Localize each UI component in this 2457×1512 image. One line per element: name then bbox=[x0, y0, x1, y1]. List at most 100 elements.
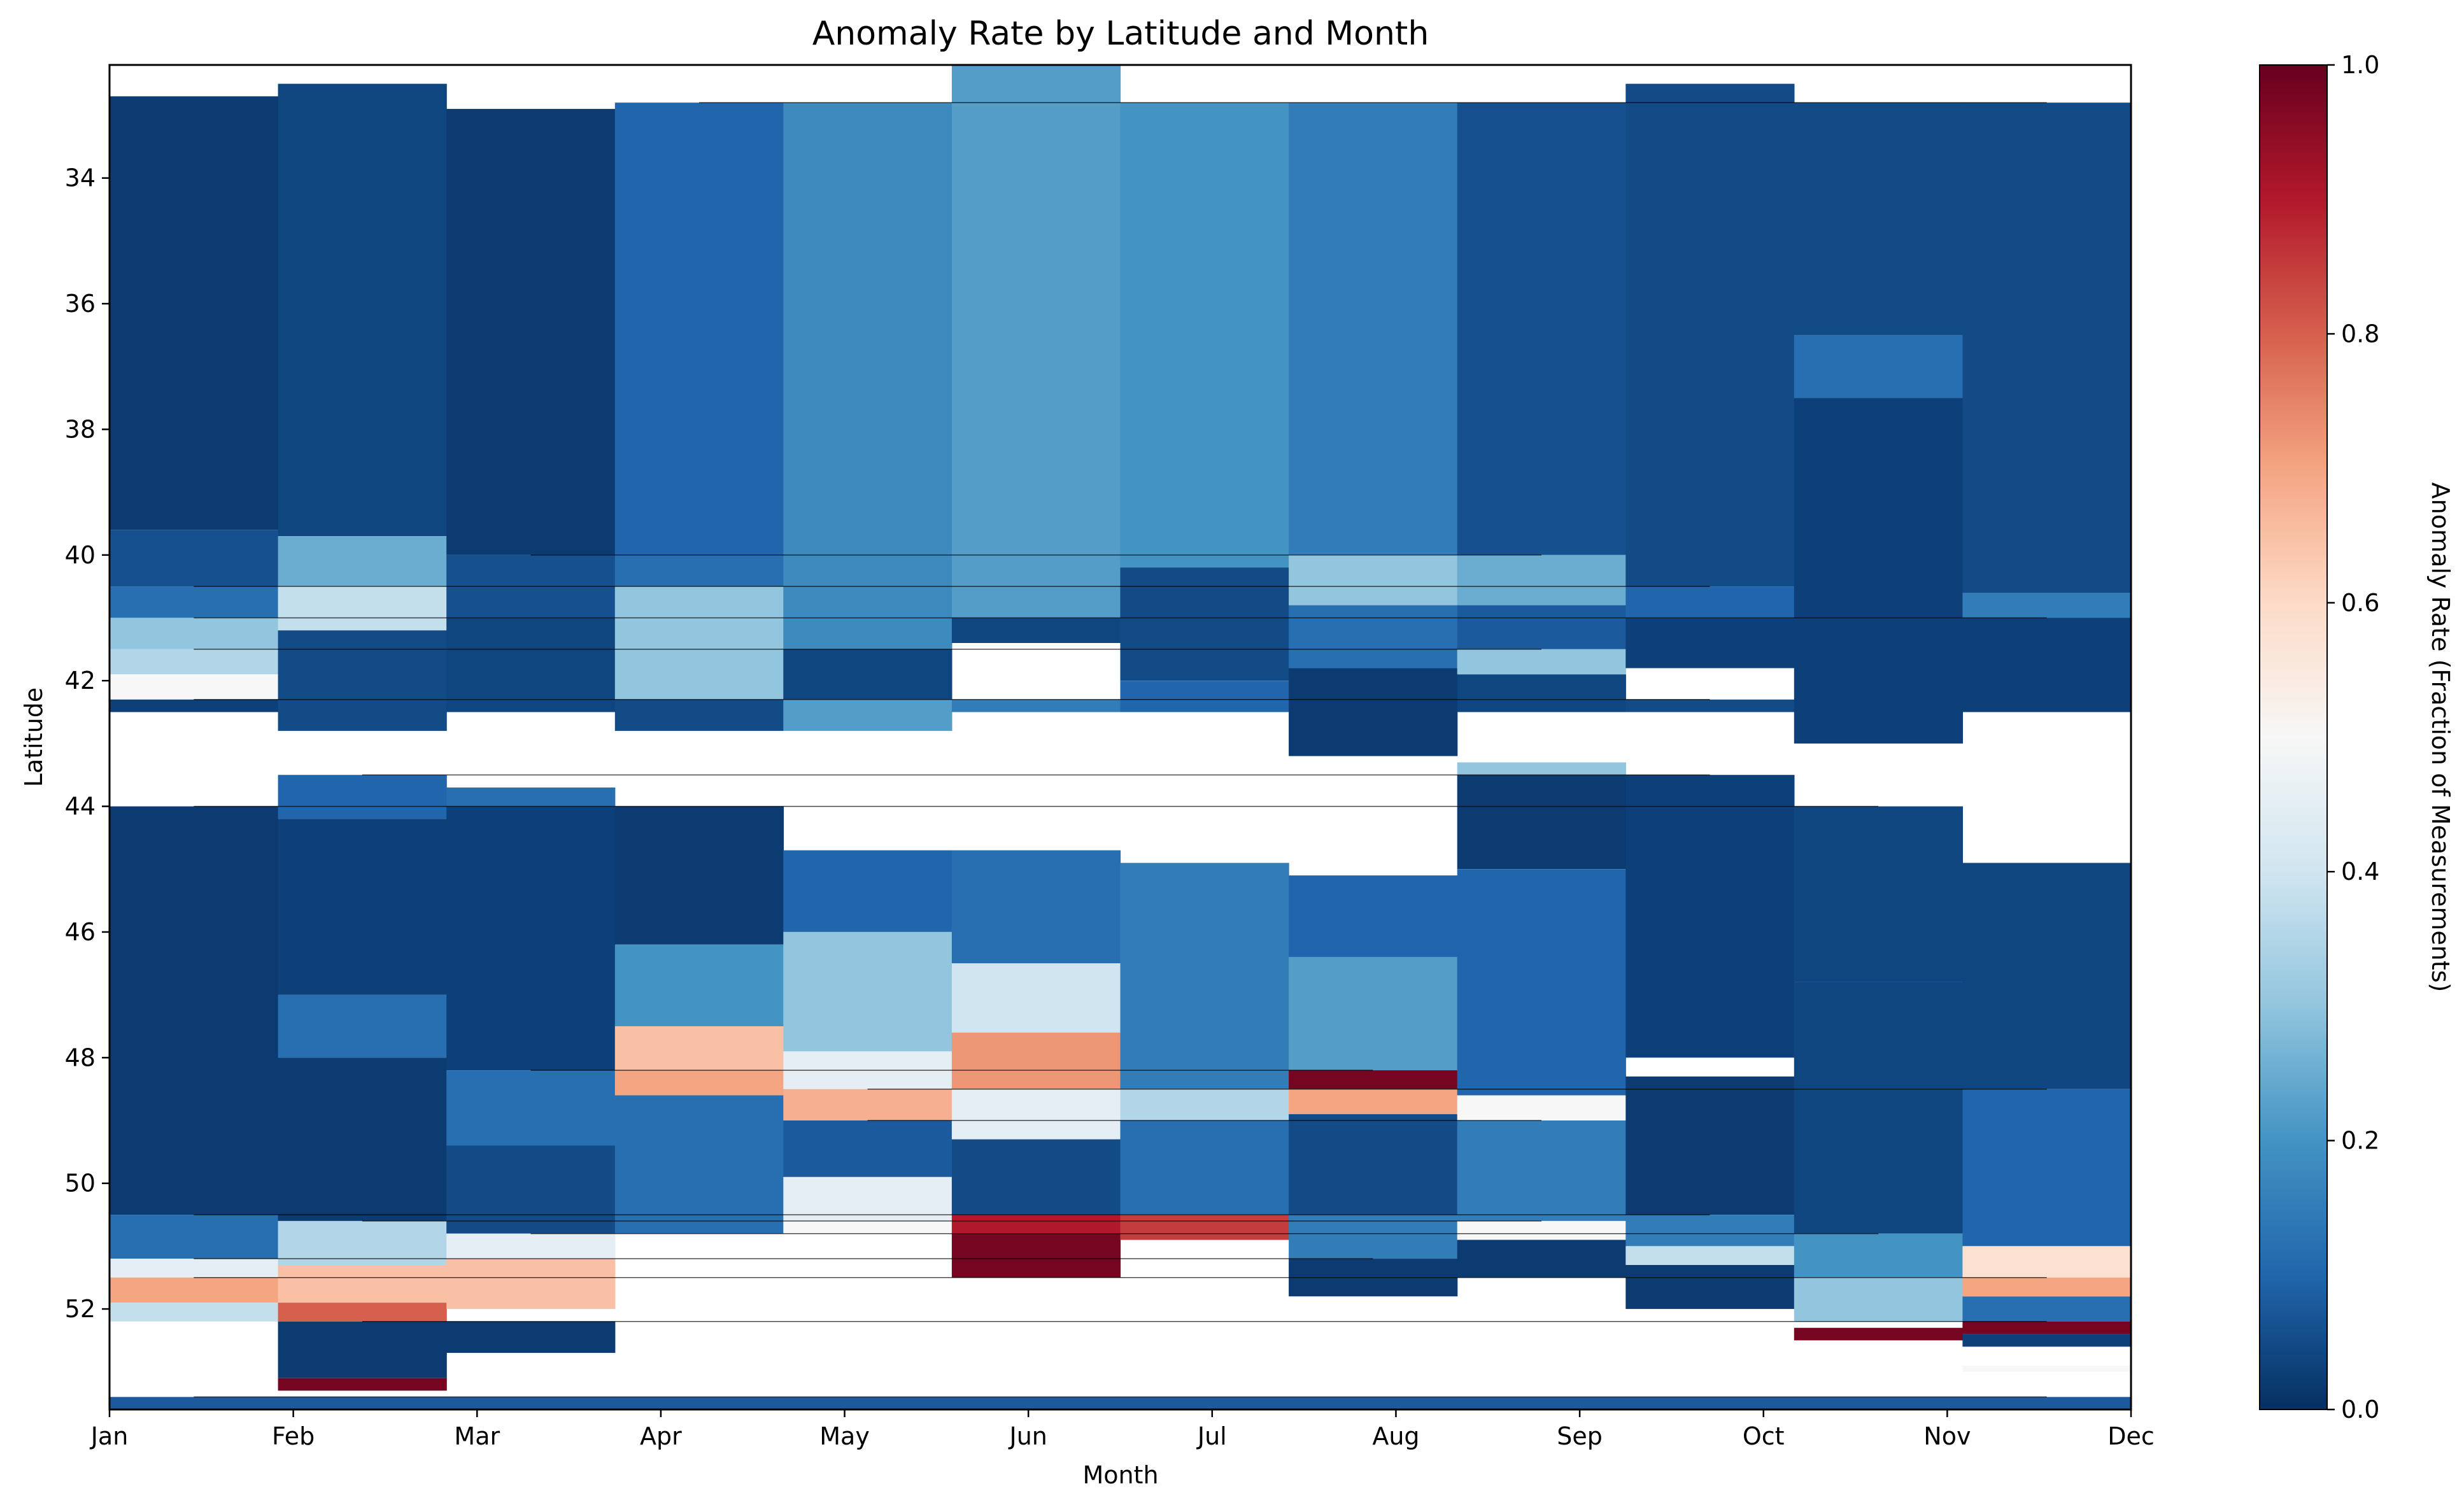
heatmap-cell bbox=[446, 1070, 616, 1146]
heatmap-cell bbox=[1962, 618, 2132, 712]
heatmap-cell bbox=[1120, 681, 1289, 712]
heatmap-cell bbox=[1962, 1246, 2132, 1278]
y-tick-label: 46 bbox=[65, 918, 96, 946]
heatmap-cell bbox=[1625, 775, 1795, 1058]
heatmap-cell bbox=[278, 1057, 447, 1221]
chart-title: Anomaly Rate by Latitude and Month bbox=[812, 15, 1429, 53]
heatmap-cell bbox=[951, 1215, 1121, 1234]
heatmap-cell bbox=[1120, 1215, 1289, 1240]
heatmap-cell bbox=[1794, 982, 1963, 1234]
x-tick-label: Jun bbox=[1008, 1422, 1047, 1450]
contour-lines bbox=[194, 102, 2047, 1398]
heatmap-cell bbox=[1625, 1246, 1795, 1265]
heatmap-cell bbox=[1794, 1397, 1963, 1410]
x-tick-label: Dec bbox=[2107, 1422, 2155, 1450]
heatmap-cell bbox=[614, 1095, 784, 1234]
heatmap-cell bbox=[1794, 398, 1963, 744]
y-tick-label: 44 bbox=[65, 793, 96, 821]
heatmap-cell bbox=[1457, 1095, 1626, 1120]
heatmap-cell bbox=[1794, 102, 1963, 336]
heatmap-cell bbox=[783, 699, 952, 731]
heatmap-cell bbox=[951, 1139, 1121, 1215]
heatmap-cell bbox=[951, 699, 1121, 712]
heatmap-cell bbox=[1289, 1070, 1458, 1089]
heatmap-cell bbox=[614, 944, 784, 1026]
heatmap-cell bbox=[951, 963, 1121, 1033]
heatmap-cell bbox=[110, 649, 279, 675]
colorbar-label: Anomaly Rate (Fraction of Measurements) bbox=[2426, 483, 2454, 993]
heatmap-cell bbox=[1120, 1089, 1289, 1120]
colorbar-tick-label: 0.2 bbox=[2341, 1127, 2379, 1155]
heatmap-cell bbox=[783, 1397, 952, 1410]
heatmap-cell bbox=[1794, 1327, 1963, 1341]
heatmap-cell bbox=[1289, 957, 1458, 1070]
heatmap-cell bbox=[1962, 1334, 2132, 1347]
heatmap-cell bbox=[1289, 605, 1458, 668]
heatmap-cell bbox=[1457, 1240, 1626, 1278]
y-tick-label: 40 bbox=[65, 541, 96, 569]
colorbar-ticks: 0.0 0.2 0.4 0.6 0.8 1.0 bbox=[2327, 51, 2379, 1424]
y-tick-label: 50 bbox=[65, 1169, 96, 1198]
heatmap-cell bbox=[951, 65, 1121, 618]
heatmap-cell bbox=[1120, 863, 1289, 1089]
heatmap-cell bbox=[446, 806, 616, 1071]
heatmap-cell bbox=[614, 1397, 784, 1410]
heatmap-cell bbox=[278, 1220, 447, 1265]
heatmap-cell bbox=[110, 530, 279, 587]
heatmap-cell bbox=[614, 699, 784, 731]
heatmap-cell bbox=[1962, 1277, 2132, 1297]
heatmap-cell bbox=[1120, 1120, 1289, 1215]
heatmap-cell bbox=[1625, 586, 1795, 618]
colorbar bbox=[2259, 64, 2328, 1410]
x-tick-label: Mar bbox=[454, 1422, 500, 1450]
heatmap-cell bbox=[1457, 762, 1626, 775]
heatmap-cell bbox=[1289, 668, 1458, 756]
heatmap-cell bbox=[614, 102, 784, 555]
heatmap-cell bbox=[1289, 1397, 1458, 1410]
heatmap-cell bbox=[1962, 863, 2132, 1089]
heatmap-cell bbox=[278, 1265, 447, 1303]
heatmap-cell bbox=[1457, 649, 1626, 675]
heatmap-cell bbox=[110, 1215, 279, 1259]
heatmap-cell bbox=[446, 1397, 616, 1410]
heatmap-cell bbox=[278, 630, 447, 731]
heatmap-cell bbox=[110, 586, 279, 618]
heatmap-cell bbox=[1120, 1397, 1289, 1410]
heatmap-cell bbox=[783, 1120, 952, 1177]
heatmap-cell bbox=[110, 806, 279, 1215]
heatmap-cell bbox=[783, 931, 952, 1052]
heatmap-cell bbox=[1625, 618, 1795, 668]
heatmap-cell bbox=[951, 1233, 1121, 1278]
heatmap-cell bbox=[1289, 555, 1458, 605]
heatmap-cell bbox=[446, 618, 616, 712]
colorbar-tick-label: 0.0 bbox=[2341, 1395, 2379, 1424]
y-tick-label: 52 bbox=[65, 1295, 96, 1323]
colorbar-tick-label: 1.0 bbox=[2341, 51, 2379, 79]
heatmap-cell bbox=[446, 788, 616, 807]
heatmap-cell bbox=[278, 994, 447, 1058]
heatmap-cell bbox=[278, 586, 447, 631]
heatmap-cell bbox=[1962, 1089, 2132, 1247]
heatmap-cell bbox=[1625, 1265, 1795, 1310]
colorbar-tick-label: 0.6 bbox=[2341, 589, 2379, 617]
heatmap-cell bbox=[951, 1397, 1121, 1410]
heatmap-cell bbox=[614, 555, 784, 587]
heatmap-cell bbox=[783, 1176, 952, 1221]
heatmap-cell bbox=[783, 649, 952, 700]
heatmap-cell bbox=[1625, 1397, 1795, 1410]
heatmap-cell bbox=[1289, 875, 1458, 957]
heatmap-cell bbox=[1457, 674, 1626, 712]
heatmap-cell bbox=[446, 1145, 616, 1234]
heatmap-cell bbox=[278, 775, 447, 819]
y-tick-label: 38 bbox=[65, 415, 96, 443]
heatmap-cell bbox=[1457, 102, 1626, 555]
heatmap-cell bbox=[783, 1220, 952, 1234]
heatmap-cell bbox=[1962, 1296, 2132, 1322]
x-tick-label: Jul bbox=[1196, 1422, 1227, 1450]
y-axis: 34 36 38 40 42 44 46 48 50 52 bbox=[65, 164, 110, 1323]
x-tick-label: Nov bbox=[1923, 1422, 1971, 1450]
heatmap-cell bbox=[446, 1233, 616, 1259]
heatmap-cell bbox=[783, 1089, 952, 1120]
heatmap-cell bbox=[1794, 335, 1963, 399]
